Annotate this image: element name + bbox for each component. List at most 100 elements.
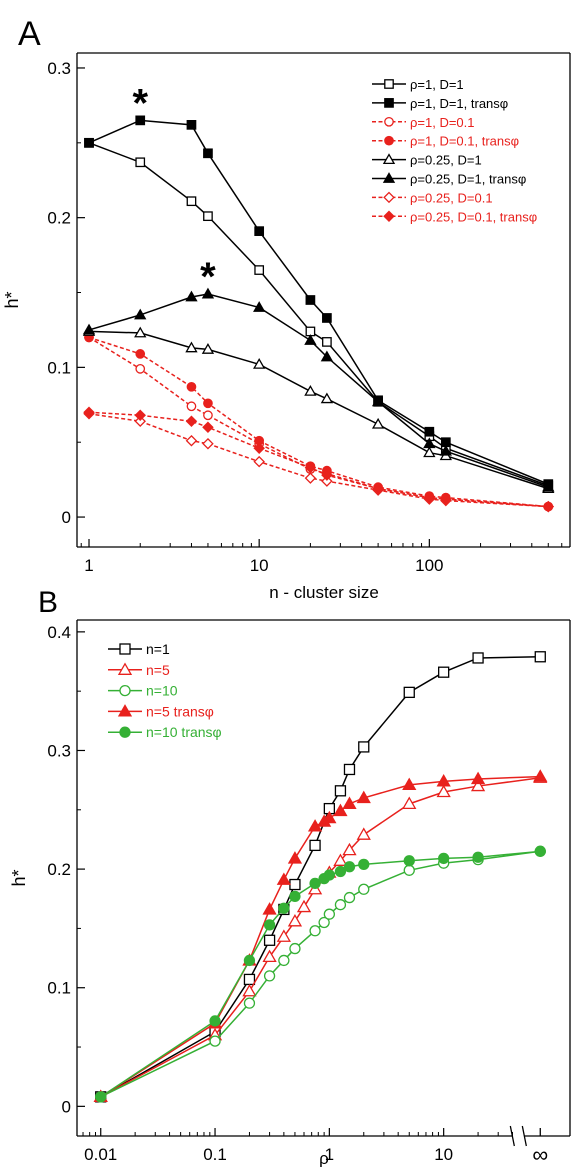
data-point — [242, 983, 257, 997]
data-point — [203, 410, 213, 421]
data-point — [262, 949, 277, 963]
data-point — [304, 461, 317, 474]
data-point — [384, 135, 394, 146]
x-tick-label-infinity: ∞ — [532, 1142, 548, 1167]
data-point — [202, 421, 214, 433]
data-point — [322, 337, 332, 347]
data-point — [253, 442, 265, 454]
data-point — [384, 98, 394, 108]
annotation-star: * — [200, 255, 216, 299]
data-point — [289, 890, 301, 903]
data-point — [263, 970, 276, 982]
data-point — [542, 480, 555, 492]
data-point — [321, 475, 333, 487]
data-point — [533, 769, 548, 782]
data-point — [134, 415, 146, 428]
data-point — [82, 323, 96, 335]
legend-entry-label: ρ=1, D=1, transφ — [410, 96, 508, 111]
data-point — [203, 398, 213, 409]
series-8 — [83, 406, 555, 513]
data-point — [436, 774, 451, 787]
data-point — [384, 116, 394, 127]
data-point — [253, 358, 266, 369]
data-point — [371, 417, 385, 429]
data-point — [185, 341, 198, 353]
data-point — [309, 925, 321, 937]
data-point — [135, 364, 146, 374]
y-tick-label: 0.3 — [47, 741, 71, 760]
legend: ρ=1, D=1 ρ=1, D=1, transφ ρ=1, D=0.1 ρ=1, D… — [372, 77, 537, 224]
data-point — [438, 852, 450, 865]
series-line — [88, 336, 549, 508]
data-point — [254, 226, 265, 236]
y-tick-label: 0.2 — [47, 860, 71, 879]
data-point — [287, 913, 303, 927]
data-point — [356, 827, 371, 840]
data-point — [534, 845, 546, 857]
series-line — [88, 330, 549, 490]
data-point — [356, 790, 371, 804]
x-tick-label: 100 — [415, 556, 443, 575]
data-point — [119, 643, 131, 655]
data-point — [185, 434, 198, 447]
legend-entry-label: ρ=0.25, D=0.1 — [410, 190, 493, 205]
legend-entry-label: n=1 — [146, 641, 170, 657]
data-point — [203, 148, 213, 159]
data-point — [276, 872, 291, 885]
data-point — [343, 891, 356, 904]
data-point — [201, 343, 215, 354]
data-point — [134, 409, 146, 422]
chart-panel-b: B∞0.01 0.1 1 1000.10.20.30.4ρh*n=1n=5n=10n=… — [9, 586, 571, 1167]
data-point — [382, 172, 396, 183]
series-line — [88, 336, 549, 508]
data-point — [403, 686, 415, 699]
data-point — [209, 1035, 221, 1047]
data-point — [202, 437, 214, 450]
data-point — [472, 851, 484, 863]
x-tick-label: 1 — [84, 556, 93, 575]
series-4 — [84, 332, 554, 512]
data-point — [321, 469, 333, 481]
data-point — [117, 662, 133, 675]
data-point — [253, 455, 265, 468]
data-point — [263, 919, 276, 931]
data-point — [342, 842, 357, 856]
data-point — [440, 493, 452, 505]
x-tick-label: 0.1 — [203, 1145, 227, 1164]
data-point — [436, 784, 451, 798]
data-point — [186, 381, 197, 392]
legend-entry-label: ρ=1, D=1 — [410, 77, 464, 92]
data-point — [383, 191, 395, 204]
data-point — [262, 902, 277, 915]
data-point — [358, 858, 370, 871]
data-point — [322, 313, 332, 323]
data-point — [243, 954, 256, 967]
data-point — [135, 349, 146, 359]
data-point — [372, 482, 384, 495]
data-point — [84, 137, 94, 148]
data-point — [542, 500, 555, 513]
data-point — [320, 350, 334, 362]
data-point — [333, 803, 348, 817]
data-point — [309, 877, 321, 889]
data-point — [276, 929, 291, 942]
series-line — [88, 293, 549, 488]
legend-entry-label: ρ=0.25, D=0.1, transφ — [410, 209, 537, 224]
data-point — [322, 810, 337, 824]
data-point — [439, 444, 452, 456]
data-point — [304, 472, 317, 484]
legend: n=1 n=5 n=10 n=5 transφ n=10 transφ — [108, 641, 222, 740]
data-point — [134, 308, 147, 320]
y-tick-label: 0 — [62, 508, 71, 527]
data-point — [403, 855, 415, 867]
data-point — [423, 437, 436, 449]
legend-entry-label: ρ=0.25, D=1, transφ — [410, 172, 526, 187]
x-axis-label: n - cluster size — [269, 583, 379, 602]
legend-entry-label: n=5 — [146, 662, 170, 678]
data-point — [424, 426, 435, 437]
data-point — [470, 778, 486, 792]
data-point — [254, 265, 265, 275]
data-point — [470, 771, 486, 785]
data-point — [358, 741, 370, 753]
